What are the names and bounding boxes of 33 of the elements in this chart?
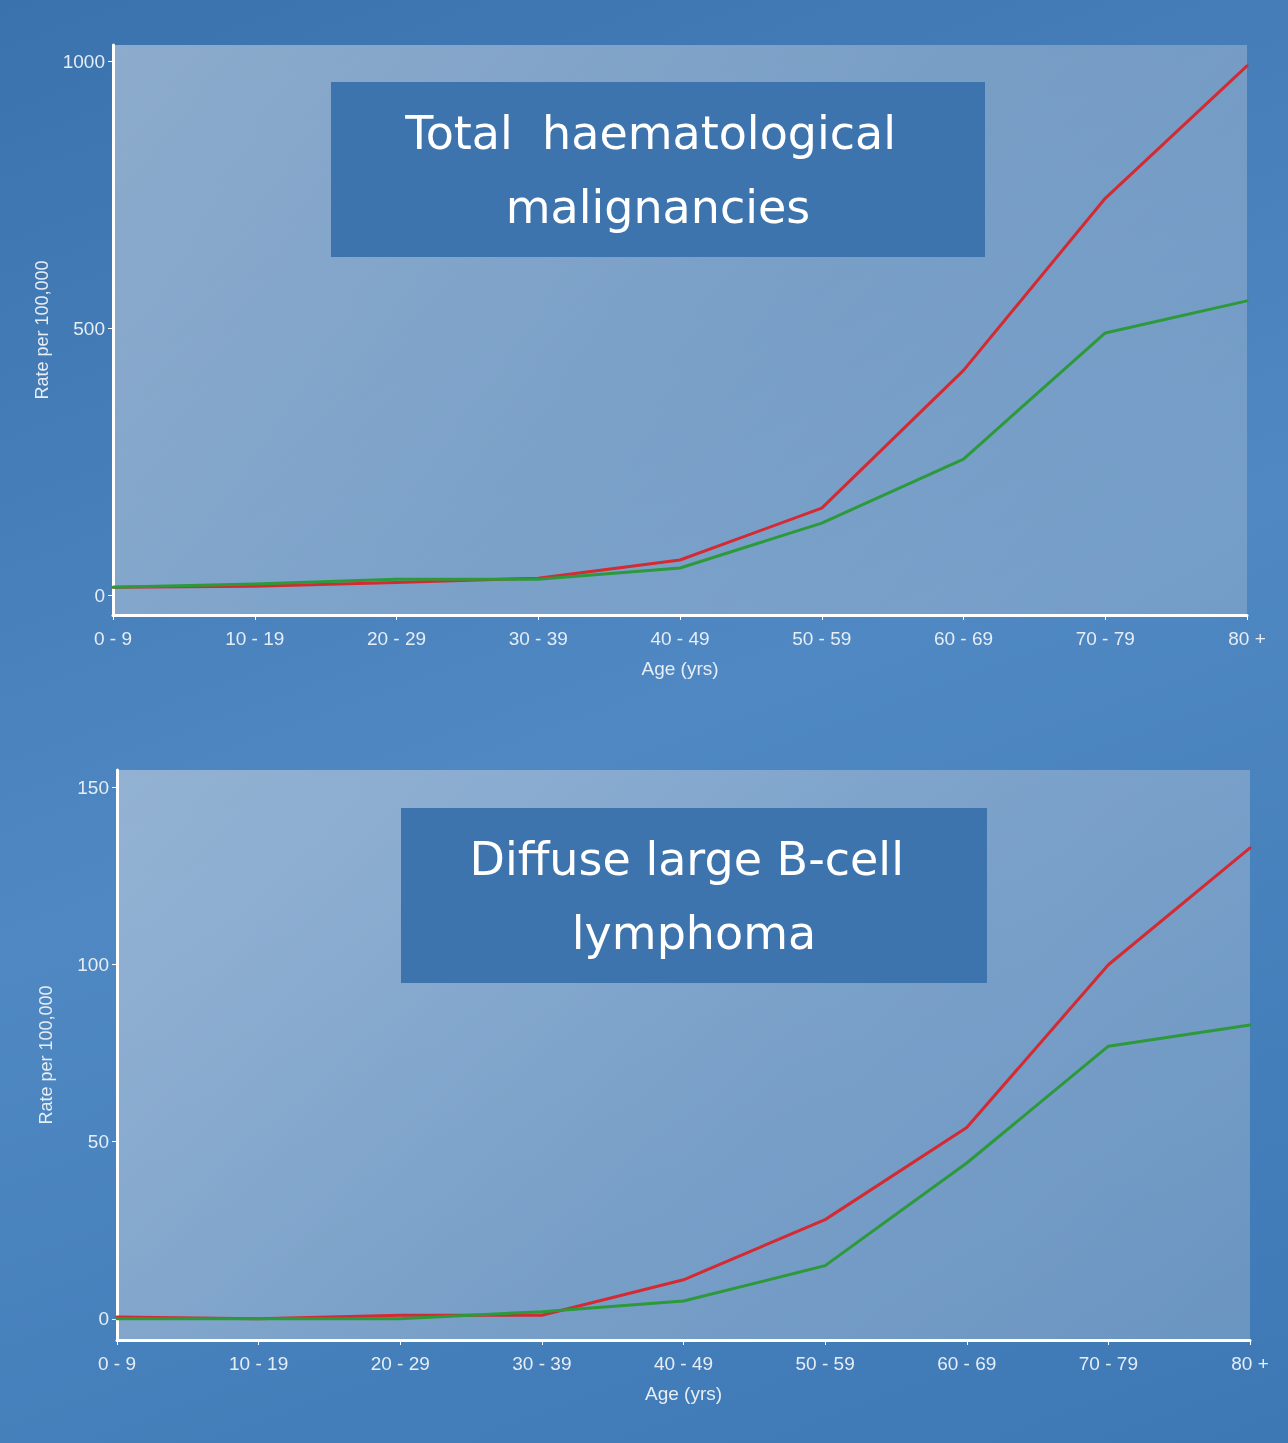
x-tick-label: 60 - 69 [937, 1353, 997, 1374]
x-tick-label: 10 - 19 [225, 628, 285, 649]
x-tick-label: 30 - 39 [512, 1353, 572, 1374]
y-tick-label: 0 [98, 1308, 109, 1330]
y-tick-label: 500 [73, 317, 105, 339]
x-tick-label: 0 - 9 [97, 1353, 137, 1374]
x-tick-label: 40 - 49 [653, 1353, 714, 1374]
y-tick-label: 50 [87, 1131, 109, 1153]
x-tick-label: 70 - 79 [1078, 1353, 1138, 1374]
x-tick-label: 40 - 49 [650, 628, 710, 649]
line-series [115, 1023, 1252, 1321]
x-tick-label: 10 - 19 [229, 1353, 289, 1374]
y-axis-title: Rate per 100,000 [36, 985, 56, 1125]
y-tick-label: 0 [94, 584, 105, 606]
x-axis-title: Age (yrs) [641, 658, 719, 679]
x-tick-label: 30 - 39 [508, 628, 568, 649]
x-tick-label: 0 - 9 [93, 628, 133, 649]
y-tick-label: 1000 [62, 50, 105, 72]
x-tick-label: 70 - 79 [1075, 628, 1135, 649]
x-tick-label: 80 + [1231, 1353, 1269, 1374]
x-tick-label: 80 + [1228, 628, 1266, 649]
x-axis-title: Age (yrs) [644, 1383, 723, 1404]
x-tick-label: 20 - 29 [366, 628, 427, 649]
x-tick-label: 20 - 29 [370, 1353, 430, 1374]
x-tick-label: 50 - 59 [792, 628, 852, 649]
line-series [111, 299, 1249, 589]
y-axis-title: Rate per 100,000 [32, 260, 52, 400]
text: Total haematological malignancies [404, 106, 911, 234]
y-tick-label: 100 [77, 954, 109, 976]
x-tick-label: 50 - 59 [795, 1353, 855, 1374]
y-tick-label: 150 [77, 777, 109, 799]
text: Diffuse large B-cell lymphoma [469, 832, 919, 960]
x-tick-label: 60 - 69 [933, 628, 994, 649]
